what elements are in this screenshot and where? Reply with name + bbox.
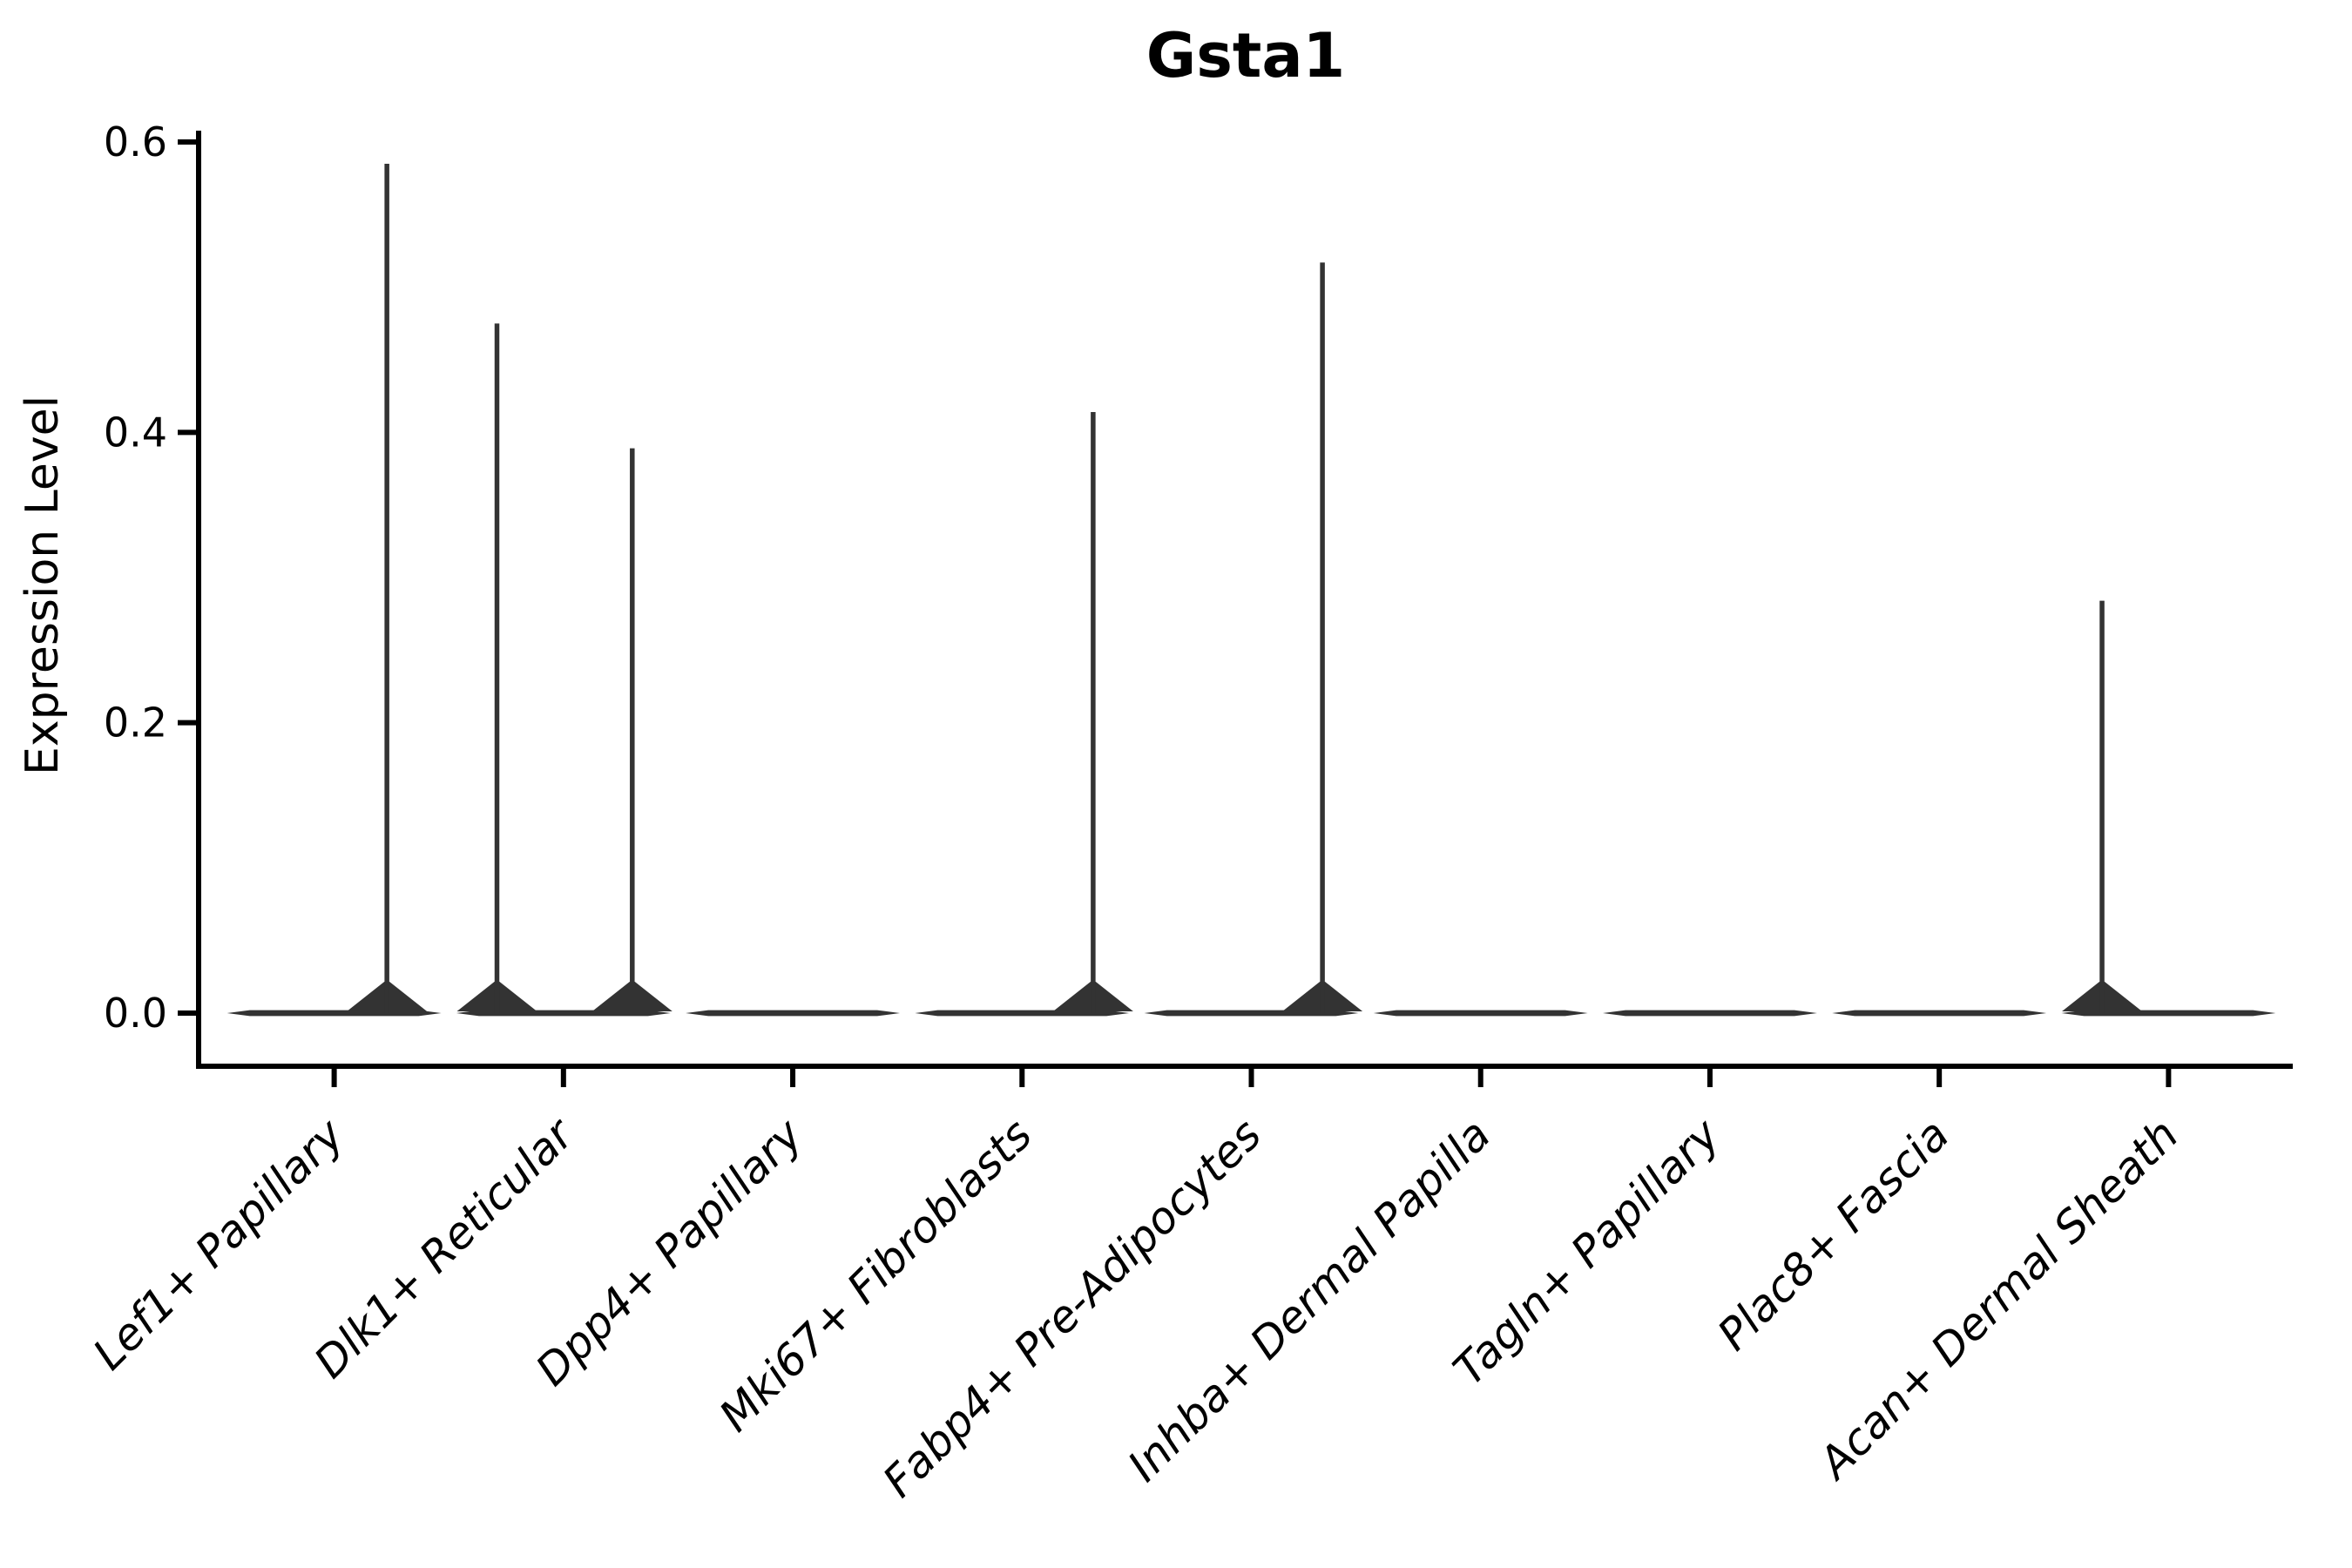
x-tick-label: Lef1+ Papillary (84, 1108, 355, 1379)
violin-zero-bar (1373, 1010, 1588, 1017)
violin-layer (226, 164, 2276, 1017)
violin-zero-bar (686, 1010, 900, 1017)
y-tick-label: 0.0 (104, 990, 167, 1037)
x-tick-label: Fabp4+ Pre-Adipocytes (873, 1109, 1271, 1507)
violin (1603, 1010, 1817, 1017)
chart-title: Gsta1 (1146, 20, 1346, 91)
violin-zero-bar (1832, 1010, 2047, 1017)
y-tick-label: 0.2 (104, 700, 167, 747)
x-tick-label: Inhba+ Dermal Papilla (1119, 1109, 1500, 1490)
y-axis-label: Expression Level (17, 395, 69, 775)
y-tick-label: 0.6 (104, 118, 167, 166)
violin (2061, 600, 2276, 1017)
violin (915, 412, 1133, 1017)
violin (1832, 1010, 2047, 1017)
y-tick-label: 0.4 (104, 409, 167, 456)
violin (686, 1010, 900, 1017)
violin (1144, 262, 1363, 1017)
violin-zero-bar (1603, 1010, 1817, 1017)
violin-zero-bar (915, 1010, 1130, 1017)
violin-zero-bar (2061, 1010, 2276, 1017)
violin (456, 323, 672, 1017)
violin-zero-bar (1144, 1010, 1359, 1017)
x-tick-label: Plac8+ Fascia (1708, 1109, 1959, 1360)
violin (226, 164, 442, 1017)
x-tick-label: Acan+ Dermal Sheath (1808, 1109, 2188, 1490)
violin (1373, 1010, 1588, 1017)
violin-zero-bar (456, 1010, 671, 1017)
